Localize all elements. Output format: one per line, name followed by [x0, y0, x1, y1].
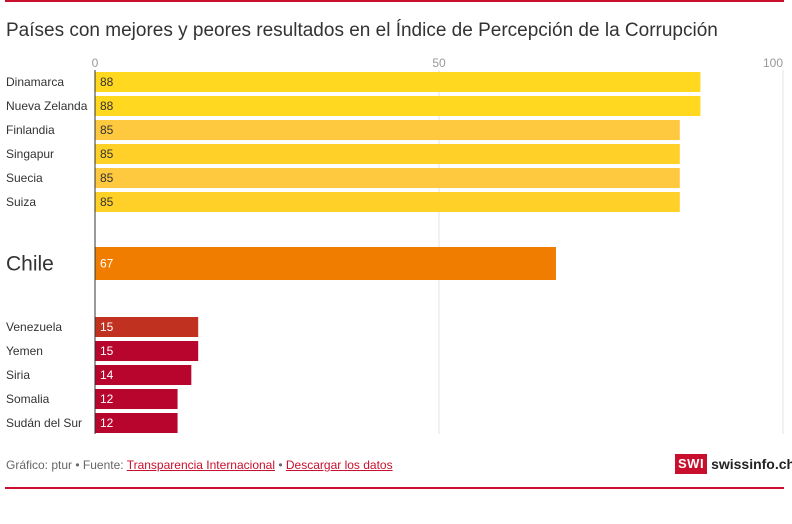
bar-finlandia: [95, 120, 680, 140]
category-label-suiza: Suiza: [6, 195, 36, 209]
value-label-nueva-zelanda: 88: [100, 99, 114, 113]
chart-title: Países con mejores y peores resultados e…: [6, 20, 718, 41]
bar-sudan-del-sur: [95, 413, 178, 433]
bar-venezuela: [95, 317, 199, 337]
x-tick-label-0: 0: [92, 56, 99, 70]
x-tick-label-50: 50: [432, 56, 446, 70]
bar-yemen: [95, 341, 199, 361]
bar-nueva-zelanda: [95, 96, 701, 116]
value-label-venezuela: 15: [100, 320, 114, 334]
value-label-dinamarca: 88: [100, 75, 114, 89]
category-label-venezuela: Venezuela: [6, 320, 62, 334]
source-link[interactable]: Transparencia Internacional: [126, 458, 276, 472]
value-label-suiza: 85: [100, 195, 114, 209]
value-label-singapur: 85: [100, 147, 114, 161]
category-label-chile: Chile: [6, 253, 54, 276]
value-label-chile: 67: [100, 257, 114, 271]
category-label-siria: Siria: [6, 368, 30, 382]
category-label-nueva-zelanda: Nueva Zelanda: [6, 99, 88, 113]
bar-siria: [95, 365, 192, 385]
bottom-rule: [5, 487, 784, 489]
category-label-yemen: Yemen: [6, 344, 43, 358]
swi-logo-box: SWI: [675, 454, 708, 474]
swissinfo-logo[interactable]: SWI swissinfo.ch: [675, 454, 792, 474]
value-label-siria: 14: [100, 368, 114, 382]
category-label-suecia: Suecia: [6, 171, 43, 185]
value-label-somalia: 12: [100, 392, 114, 406]
bar-chart: 0 50 100 88 Dinamarca 88 Nueva Zelanda 85 Finlan…: [6, 56, 784, 434]
x-tick-label-100: 100: [763, 56, 783, 70]
bar-suiza: [95, 192, 680, 212]
bar-singapur: [95, 144, 680, 164]
value-label-finlandia: 85: [100, 123, 114, 137]
bar-somalia: [95, 389, 178, 409]
footer-prefix: Gráfico: ptur • Fuente:: [6, 458, 127, 472]
value-label-sudan-del-sur: 12: [100, 416, 114, 430]
bar-dinamarca: [95, 72, 701, 92]
value-label-yemen: 15: [100, 344, 114, 358]
logo-text: swissinfo.ch: [711, 456, 792, 472]
download-data-link[interactable]: Descargar los datos: [285, 458, 393, 472]
category-label-finlandia: Finlandia: [6, 123, 55, 137]
footer-credits: Gráfico: ptur • Fuente: Transparencia In…: [6, 458, 393, 472]
category-label-singapur: Singapur: [6, 147, 54, 161]
category-label-sudan-del-sur: Sudán del Sur: [6, 416, 82, 430]
top-rule: [5, 0, 784, 2]
value-label-suecia: 85: [100, 171, 114, 185]
category-label-dinamarca: Dinamarca: [6, 75, 64, 89]
bar-suecia: [95, 168, 680, 188]
category-label-somalia: Somalia: [6, 392, 50, 406]
bar-chile: [95, 247, 556, 280]
footer-separator: •: [275, 458, 286, 472]
